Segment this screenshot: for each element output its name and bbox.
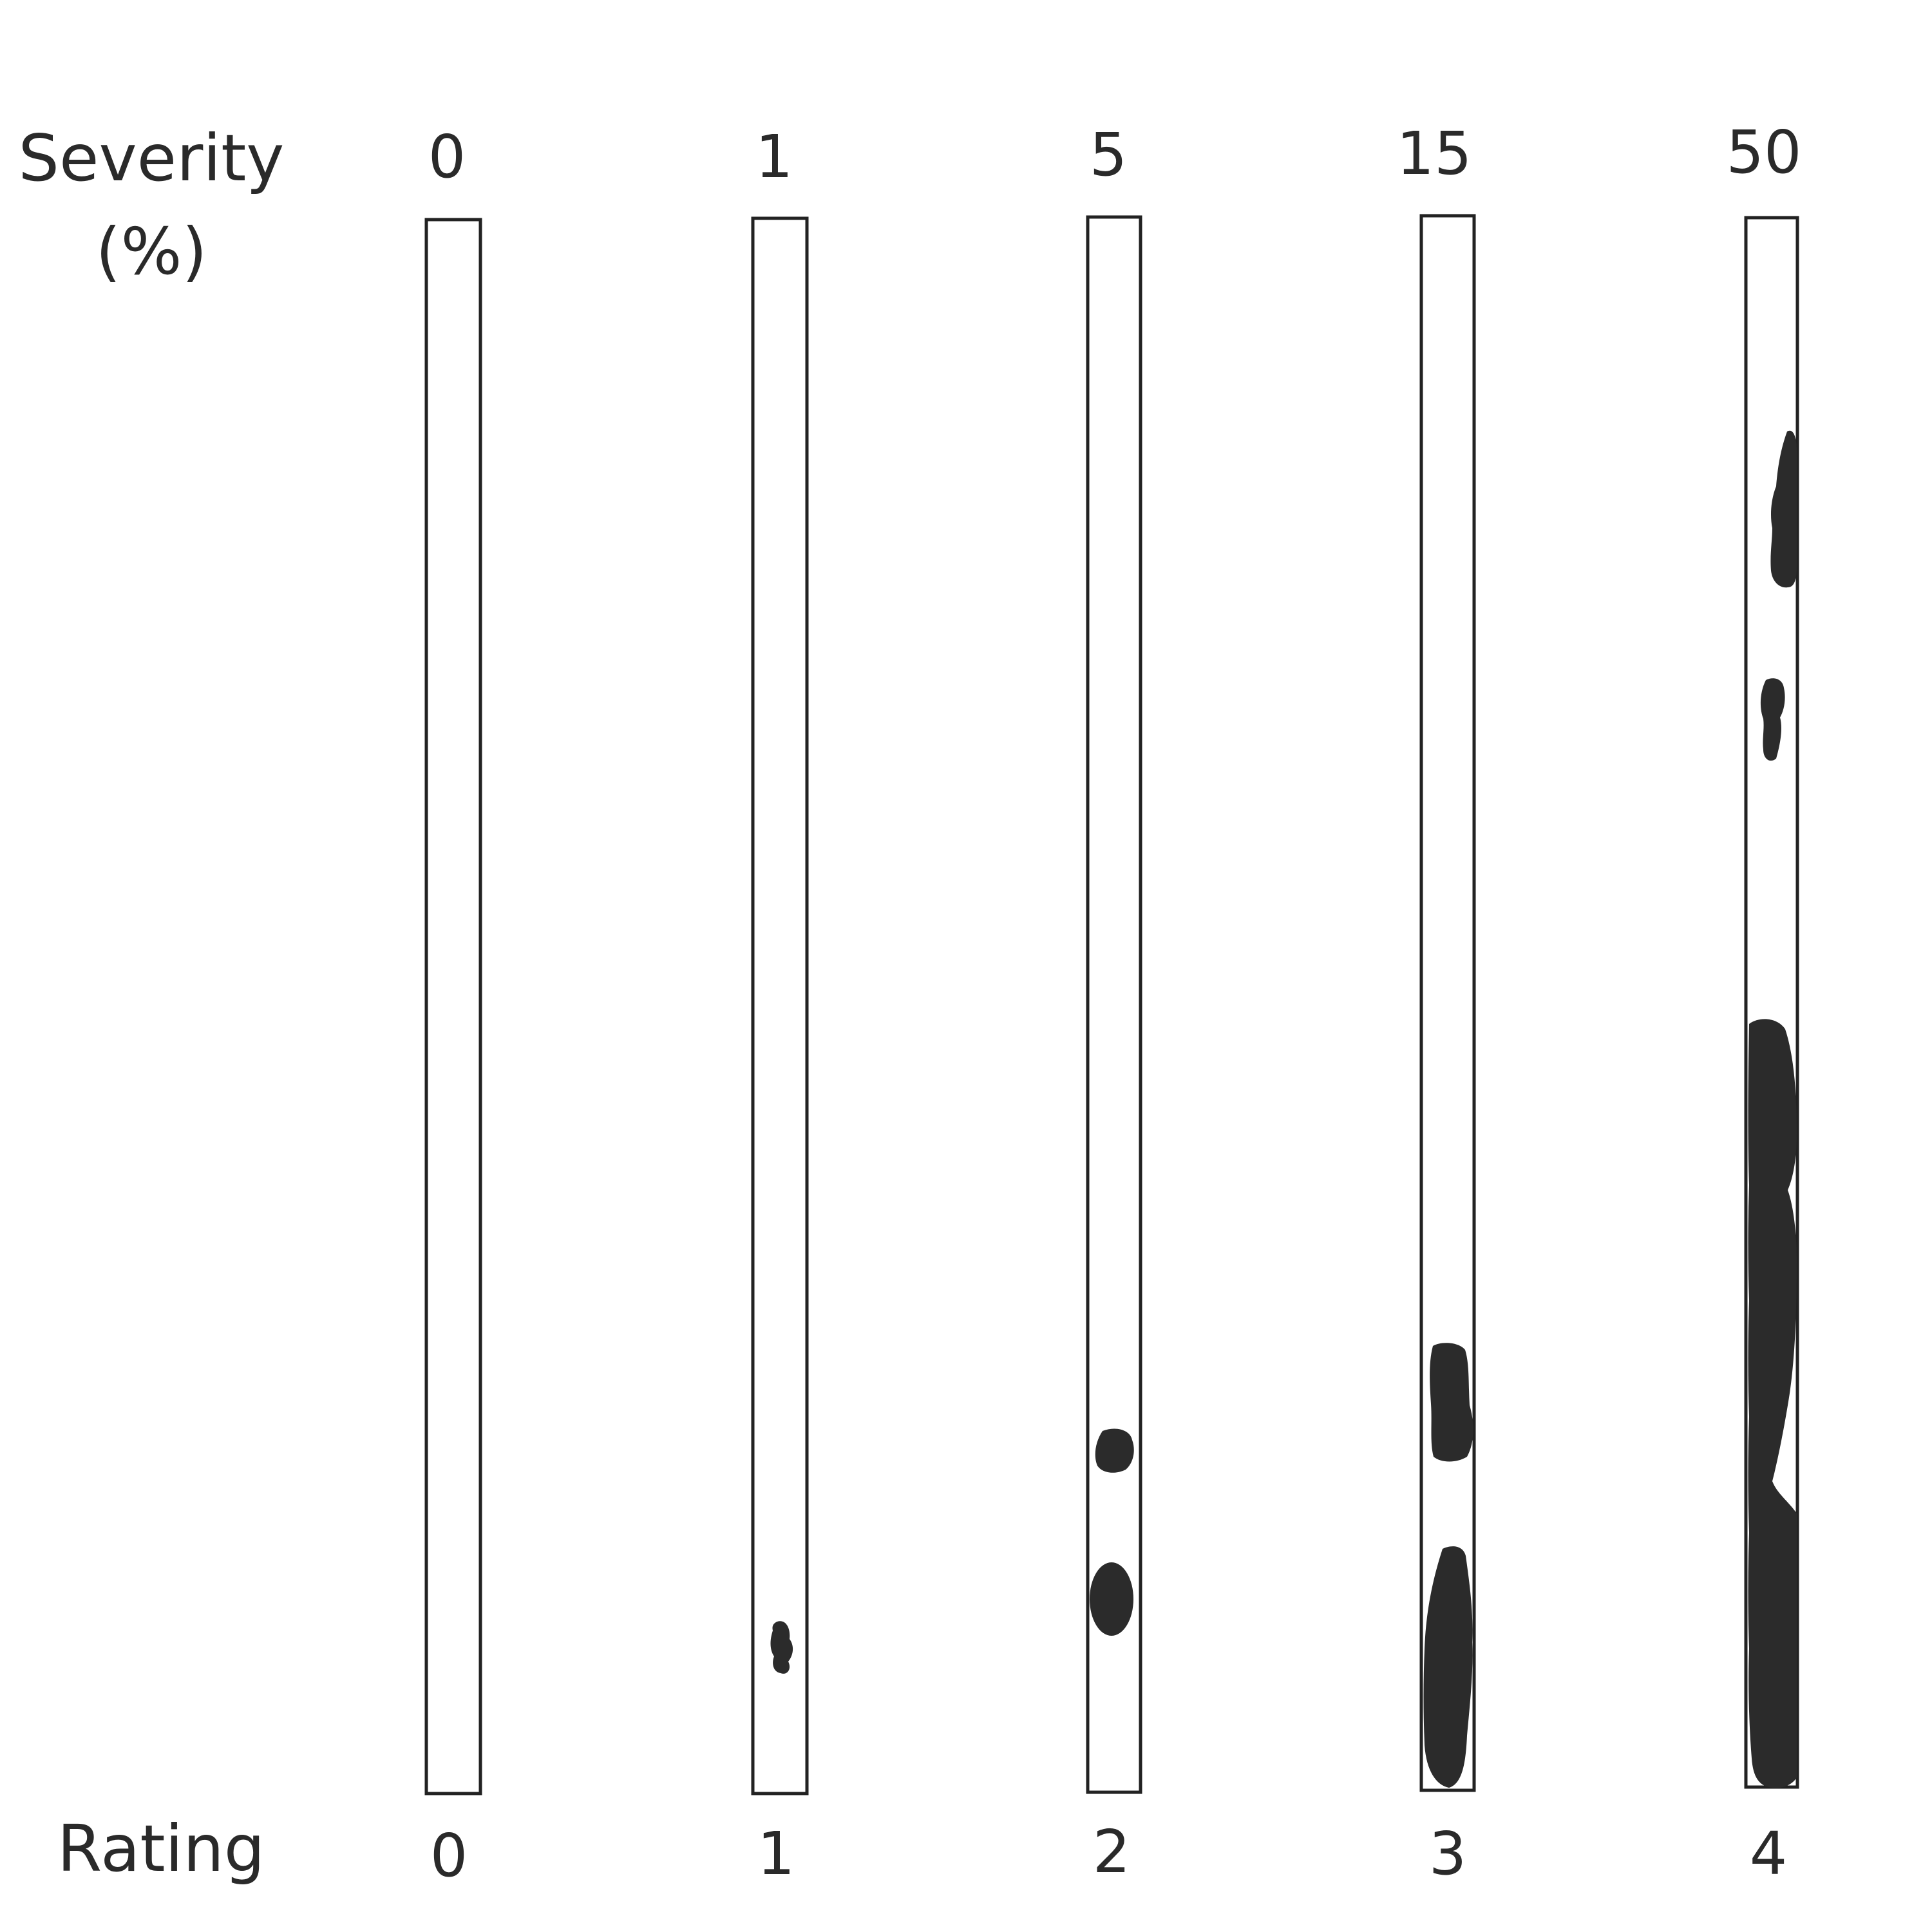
leaf-strip-0: [424, 218, 482, 1795]
lesion-spot: [770, 1621, 793, 1674]
severity-value-2: 5: [1090, 120, 1128, 189]
lesion-spot: [1090, 1562, 1133, 1636]
leaf-strip-2: [1086, 215, 1142, 1794]
severity-label-line2: (%): [95, 214, 207, 289]
lesion-spot: [1095, 1428, 1134, 1473]
severity-value-4: 50: [1726, 118, 1801, 187]
severity-label-line1: Severity: [19, 120, 285, 196]
rating-value-3: 3: [1429, 1819, 1467, 1888]
lesion-spot: [1770, 430, 1797, 588]
severity-value-0: 0: [428, 122, 466, 191]
severity-value-3: 15: [1396, 119, 1472, 188]
leaf-strip-1: [751, 216, 809, 1795]
leaf-strip-4: [1744, 216, 1799, 1789]
lesion-spot: [1760, 678, 1785, 761]
lesion-spot: [1748, 1019, 1797, 1788]
rating-value-4: 4: [1750, 1819, 1788, 1888]
strip-outline: [1419, 214, 1476, 1792]
rating-label: Rating: [57, 1811, 265, 1886]
strip-outline: [1086, 215, 1142, 1794]
strip-outline: [751, 216, 809, 1795]
lesion-spot: [1423, 1546, 1473, 1788]
rating-value-2: 2: [1093, 1817, 1131, 1886]
leaf-strip-3: [1419, 214, 1476, 1792]
rating-value-1: 1: [757, 1819, 795, 1888]
rating-value-0: 0: [430, 1821, 468, 1890]
strip-outline: [424, 218, 482, 1795]
severity-value-1: 1: [755, 122, 793, 191]
lesion-spot: [1430, 1343, 1473, 1462]
